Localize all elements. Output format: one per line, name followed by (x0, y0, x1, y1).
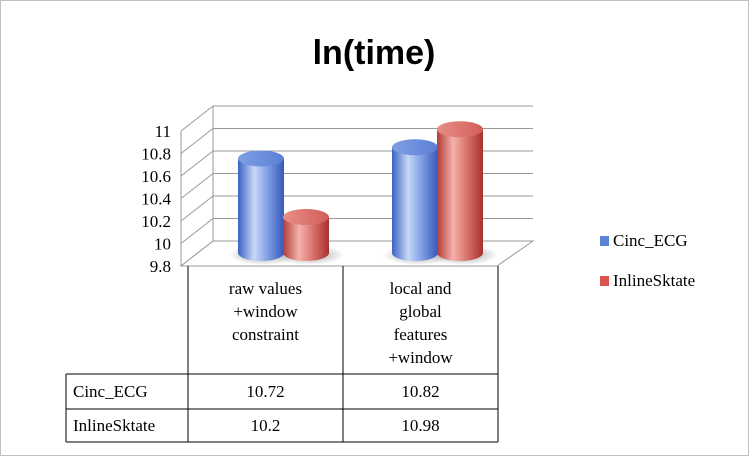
y-tick-label: 10.8 (141, 145, 171, 164)
table-row-header: InlineSktate (73, 416, 155, 435)
bar-layer (238, 121, 483, 261)
bar-Cinc_ECG-0 (238, 150, 284, 261)
y-tick-label: 10.4 (141, 190, 171, 209)
legend-swatch (600, 276, 609, 286)
y-axis-ticks: 9.8 10 10.2 10.4 10.6 10.8 11 (141, 122, 171, 276)
table-cell: 10.82 (401, 382, 439, 401)
bar-InlineSktate-1 (437, 121, 483, 261)
category-label: features (394, 325, 448, 344)
category-label: raw values (229, 279, 302, 298)
data-table: raw values +window constraint local and glob… (65, 266, 499, 443)
table-cell: 10.98 (401, 416, 439, 435)
legend: Cinc_ECG InlineSktate (600, 231, 695, 290)
legend-label: Cinc_ECG (613, 231, 688, 250)
legend-item: Cinc_ECG (600, 231, 688, 250)
y-tick-label: 11 (155, 122, 171, 141)
legend-swatch (600, 236, 609, 246)
y-tick-label: 9.8 (150, 257, 171, 276)
bar-InlineSktate-0 (283, 209, 329, 261)
bar-Cinc_ECG-1 (392, 139, 438, 261)
y-tick-label: 10.6 (141, 167, 171, 186)
legend-label: InlineSktate (613, 271, 695, 290)
chart-title: ln(time) (313, 34, 436, 72)
table-cell: 10.2 (251, 416, 281, 435)
legend-item: InlineSktate (600, 271, 695, 290)
category-label: +window (233, 302, 298, 321)
category-label: local and (390, 279, 452, 298)
table-row-header: Cinc_ECG (73, 382, 148, 401)
category-label: +window (388, 348, 453, 367)
category-label: constraint (232, 325, 299, 344)
y-tick-label: 10 (154, 235, 171, 254)
gridline (180, 105, 533, 132)
y-tick-label: 10.2 (141, 212, 171, 231)
table-cell: 10.72 (246, 382, 284, 401)
category-label: global (399, 302, 442, 321)
